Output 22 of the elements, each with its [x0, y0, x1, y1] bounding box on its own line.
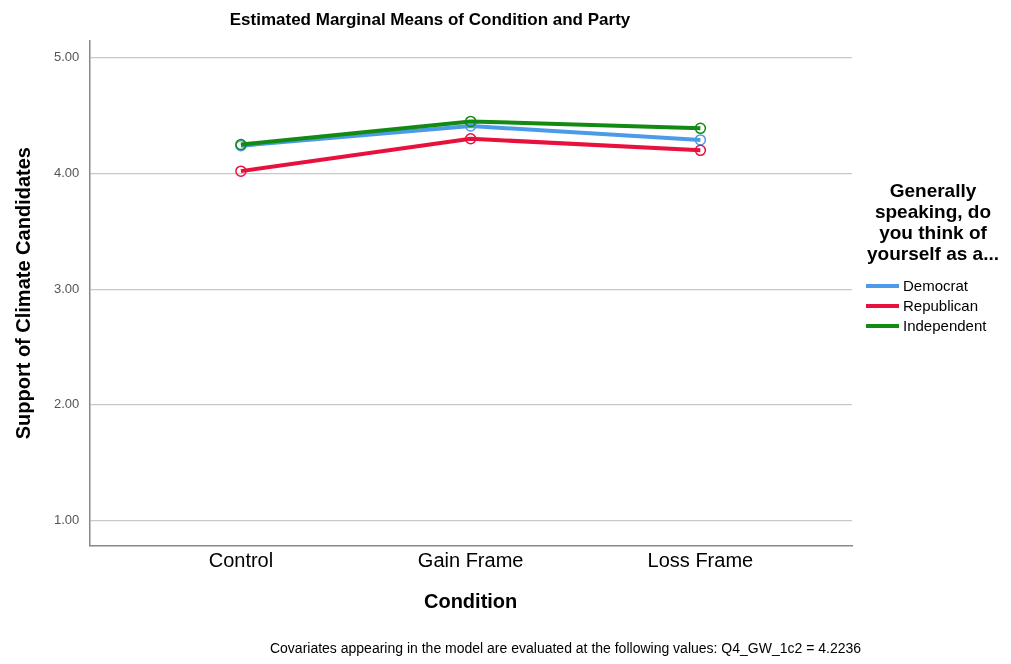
y-axis-title: Support of Climate Candidates [11, 147, 34, 440]
x-axis-title: Condition [423, 589, 518, 612]
chart-title: Estimated Marginal Means of Condition and Party [229, 9, 631, 29]
point [235, 165, 247, 177]
point [694, 144, 707, 157]
legend-title: Generally speaking, do you think of yourself as a... [866, 180, 1000, 264]
point [694, 122, 707, 135]
legend-label: Republican [903, 296, 979, 316]
text: Covariates appearing in the model are evaluated at the following values: Q4_GW_1c2 = 4.2236 [268, 640, 863, 656]
y-tick-label: 3.00 [53, 280, 80, 296]
y-tick-label: 2.00 [53, 396, 80, 412]
y-tick-label: 5.00 [53, 49, 80, 65]
x-tick-label: Control [208, 548, 274, 571]
legend-label: Independent [903, 316, 987, 336]
y-tick-label: 1.00 [53, 512, 80, 528]
point [464, 115, 477, 128]
x-tick-label: Gain Frame [417, 548, 524, 571]
y-tick-label: 4.00 [53, 165, 80, 181]
x-tick-label: Loss Frame [647, 548, 754, 571]
legend-label: Democrat [903, 276, 969, 296]
point [694, 134, 707, 146]
point [464, 132, 477, 145]
